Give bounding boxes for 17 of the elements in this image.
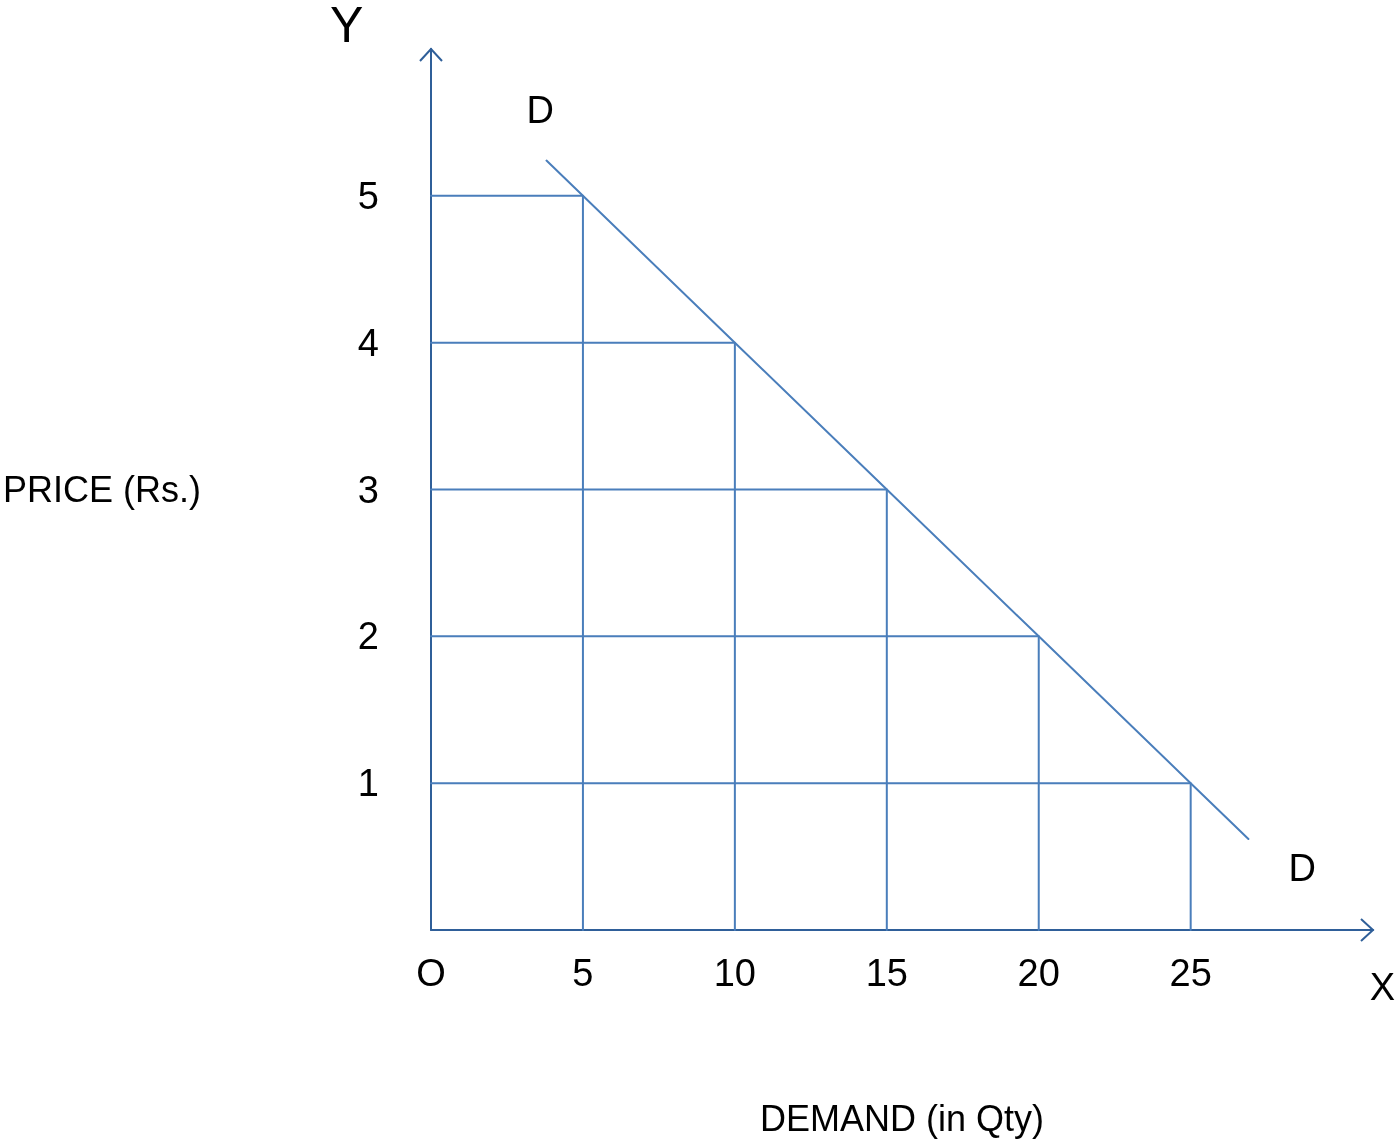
x-tick-label: 20 [1017,952,1060,994]
x-tick-label: 25 [1169,952,1212,994]
y-tick-label: 4 [357,321,379,364]
y-tick-label: 5 [357,174,379,217]
y-tick-label: 1 [357,762,379,805]
y-axis-title: PRICE (Rs.) [3,469,201,510]
x-tick-label: 5 [572,952,594,994]
y-tick-label: 3 [357,468,379,511]
x-tick-label: O [416,952,446,994]
x-axis-title: DEMAND (in Qty) [759,1097,1045,1139]
series-label: D [526,88,554,131]
y-tick-label: 2 [357,615,379,658]
text: X [1369,966,1396,1008]
x-tick-label: 10 [713,952,757,994]
text: Y [330,0,364,53]
x-tick-label: 15 [865,952,908,994]
text: D [1288,846,1316,889]
